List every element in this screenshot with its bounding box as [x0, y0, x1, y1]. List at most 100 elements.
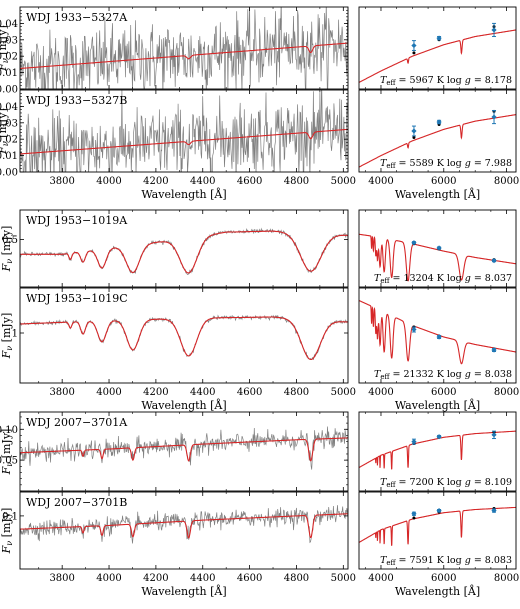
- y-tick-label: 0.1: [2, 511, 18, 522]
- photometry-point: [411, 511, 417, 517]
- fit-parameters: Teff = 7200 K log g = 8.109: [380, 477, 512, 489]
- panel-frame: [358, 411, 517, 492]
- y-axis-label: Fν [mJy]: [0, 108, 10, 155]
- x-tick-label: 8000: [494, 573, 519, 584]
- spectrum-panel-4: 1 3800 4000 4200 4400 4600 4800 5000 Wavelength …: [0, 287, 356, 412]
- y-tick-label: 0.02: [0, 52, 18, 63]
- model-spectrum: [20, 128, 348, 155]
- spectrum-panel-1: 0.00 0.01 0.02 0.03 0.04Fν [mJy] WDJ 1933−532…: [0, 6, 349, 96]
- photometry-point: [436, 119, 442, 125]
- panel-title: WDJ 1953−1019C: [26, 292, 128, 305]
- panel-title: WDJ 1933−5327A: [26, 11, 128, 24]
- photometry-point: [411, 326, 417, 333]
- y-tick-label: 0.00: [0, 85, 18, 96]
- spectrum-panel-6: 0.1 3800 4000 4200 4400 4600 4800 5000 Wavelengt…: [0, 491, 356, 598]
- x-tick-label: 5000: [331, 176, 356, 187]
- photometry-point: [436, 245, 442, 251]
- spectrum-panel-2: 0.00 0.01 0.02 0.03 0.04 3800 4000 4200 4400 4600…: [0, 89, 356, 201]
- fit-parameters: Teff = 13204 K log g = 8.037: [374, 273, 512, 285]
- sed-model-curve: [359, 506, 516, 546]
- y-tick-label: 0.03: [0, 118, 18, 129]
- x-tick-label: 6000: [431, 387, 456, 398]
- y-tick-label: 0.01: [0, 68, 18, 79]
- fit-parameters: Teff = 5967 K log g = 8.178: [380, 75, 512, 87]
- observed-spectrum: [20, 505, 348, 544]
- x-tick-label: 4600: [237, 573, 262, 584]
- model-spectrum: [20, 316, 348, 361]
- x-tick-label: 8000: [494, 176, 519, 187]
- y-axis-label: Fν [mJy]: [0, 25, 10, 72]
- panel-frame: [19, 89, 349, 173]
- spectrum-panel-3: 0.5Fν [mJy] WDJ 1953−1019A: [0, 209, 349, 288]
- y-tick-label: 0.00: [0, 168, 18, 179]
- x-tick-label: 4800: [284, 176, 309, 187]
- fit-parameters: Teff = 7591 K log g = 8.083: [380, 555, 512, 567]
- x-axis-label: Wavelength [Å]: [395, 584, 480, 598]
- panel-frame: [358, 491, 517, 570]
- x-tick-label: 4400: [190, 176, 215, 187]
- x-tick-label: 4400: [190, 387, 215, 398]
- x-tick-label: 6000: [431, 573, 456, 584]
- panel-frame: [19, 209, 349, 288]
- x-tick-label: 3800: [49, 573, 74, 584]
- sed-panel-5: Teff = 7200 K log g = 8.109: [358, 411, 517, 492]
- photometry-point: [436, 35, 442, 41]
- x-tick-label: 5000: [331, 573, 356, 584]
- y-tick-label: 0.05: [0, 456, 18, 467]
- fit-parameters: Teff = 21332 K log g = 8.038: [374, 369, 512, 381]
- panel-frame: [358, 209, 517, 288]
- x-tick-label: 6000: [431, 176, 456, 187]
- panel-title: WDJ 2007−3701B: [26, 496, 127, 509]
- panel-frame: [19, 411, 349, 492]
- y-tick-label: 0.02: [0, 135, 18, 146]
- x-tick-label: 4000: [368, 176, 393, 187]
- x-tick-label: 3800: [49, 176, 74, 187]
- panel-frame: [19, 491, 349, 570]
- photometry-point: [491, 258, 497, 264]
- x-axis-label: Wavelength [Å]: [395, 398, 480, 412]
- x-tick-label: 4000: [96, 387, 121, 398]
- panel-title: WDJ 1933−5327B: [26, 94, 127, 107]
- y-tick-label: 0.5: [2, 235, 18, 246]
- panel-title: WDJ 2007−3701A: [26, 416, 128, 429]
- y-axis-label: Fν [mJy]: [0, 429, 14, 476]
- x-tick-label: 4000: [96, 176, 121, 187]
- photometry-point: [491, 114, 497, 120]
- observed-spectrum: [20, 7, 348, 89]
- x-tick-label: 3800: [49, 387, 74, 398]
- fit-parameters: Teff = 5589 K log g = 7.988: [380, 158, 512, 170]
- x-tick-label: 4000: [368, 387, 393, 398]
- sed-panel-3: Teff = 13204 K log g = 8.037: [358, 209, 517, 288]
- y-tick-label: 0.10: [0, 425, 18, 436]
- sed-panel-4: 4000 6000 8000 Wavelength [Å] Teff = 21332 K…: [358, 287, 519, 412]
- panel-frame: [358, 89, 517, 173]
- photometry-point: [411, 439, 417, 445]
- model-photometry-point: [412, 136, 416, 140]
- photometry-point: [491, 432, 497, 438]
- panel-title: WDJ 1953−1019A: [26, 214, 128, 227]
- photometry-point: [436, 334, 442, 340]
- sed-model-curve: [359, 233, 516, 282]
- x-axis-label: Wavelength [Å]: [141, 584, 226, 598]
- x-tick-label: 4600: [237, 387, 262, 398]
- photometry-point: [411, 42, 417, 49]
- sed-model-curve: [359, 430, 516, 470]
- x-tick-label: 4600: [237, 176, 262, 187]
- photometry-point: [411, 128, 417, 134]
- photometry-point: [436, 434, 442, 440]
- observed-spectrum: [20, 426, 348, 470]
- x-tick-label: 5000: [331, 387, 356, 398]
- model-photometry-point: [412, 51, 416, 55]
- x-axis-label: Wavelength [Å]: [395, 187, 480, 201]
- model-spectrum: [20, 513, 348, 539]
- x-tick-label: 4200: [143, 176, 168, 187]
- panel-frame: [19, 6, 349, 90]
- sed-model-curve: [359, 114, 516, 168]
- x-tick-label: 4000: [96, 573, 121, 584]
- panel-frame: [358, 6, 517, 90]
- x-axis-label: Wavelength [Å]: [141, 398, 226, 412]
- y-tick-label: 1: [12, 329, 18, 340]
- y-tick-label: 0.04: [0, 102, 18, 113]
